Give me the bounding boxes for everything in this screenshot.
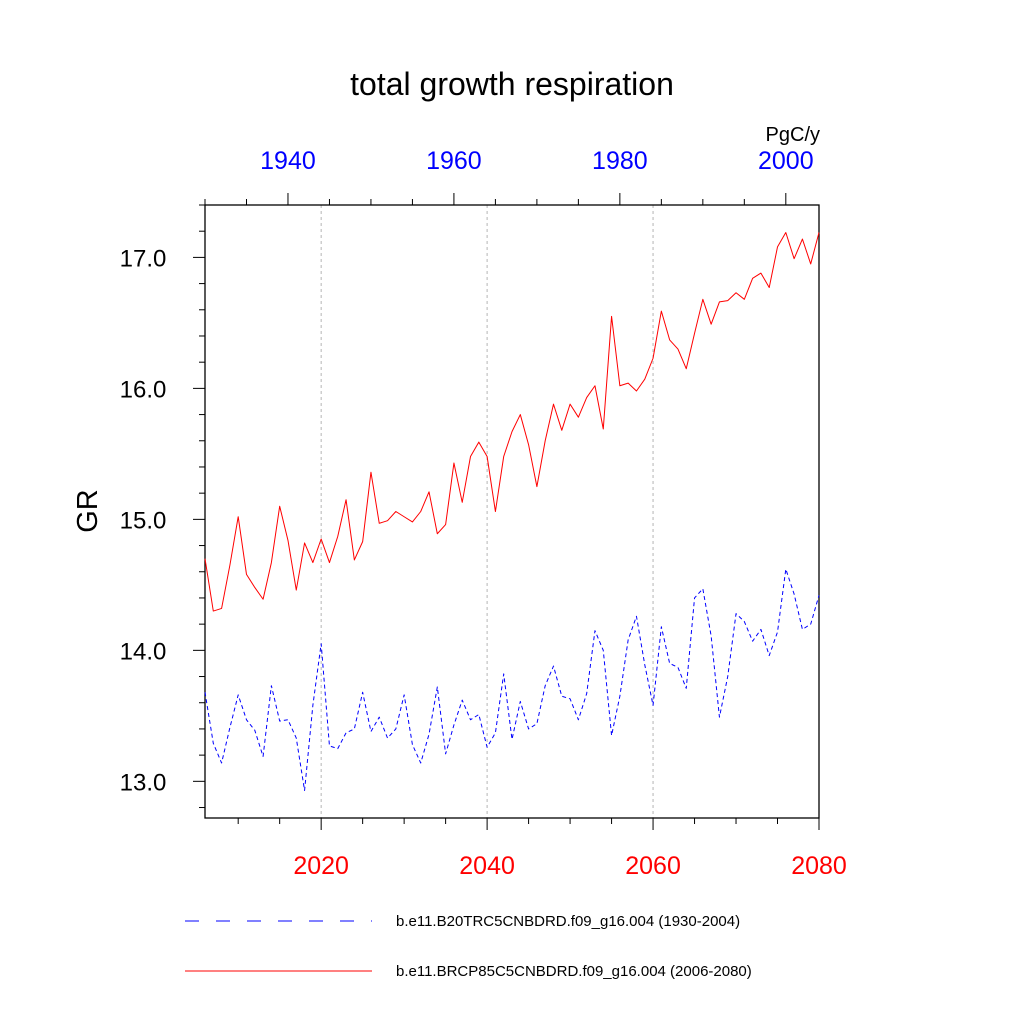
tick-labels: 13.0 14.0 15.0 16.0 17.0 2020 2040 2060 2080 1940… xyxy=(120,147,847,880)
legend: b.e11.B20TRC5CNBDRD.f09_g16.004 (1930-20… xyxy=(185,913,752,980)
bottom-tick-label: 2040 xyxy=(459,852,515,880)
chart-title: total growth respiration xyxy=(350,66,674,102)
y-tick-label: 13.0 xyxy=(120,769,167,796)
top-tick-label: 1980 xyxy=(592,147,648,175)
series-line-historical xyxy=(204,568,820,791)
y-tick-label: 17.0 xyxy=(120,245,167,272)
legend-label-rcp85: b.e11.BRCP85C5CNBDRD.f09_g16.004 (2006-2… xyxy=(396,963,752,980)
y-tick-label: 16.0 xyxy=(120,376,167,403)
plot-frame xyxy=(204,204,820,819)
y-tick-label: 15.0 xyxy=(120,507,167,534)
units-label: PgC/y xyxy=(766,124,820,146)
top-tick-label: 1960 xyxy=(426,147,482,175)
series-lines xyxy=(204,232,820,791)
y-axis-label: GR xyxy=(72,489,104,533)
bottom-tick-label: 2020 xyxy=(293,852,349,880)
grid-lines xyxy=(320,205,654,818)
y-tick-label: 14.0 xyxy=(120,638,167,665)
axes xyxy=(193,193,820,830)
top-tick-label: 2000 xyxy=(758,147,814,175)
bottom-tick-label: 2060 xyxy=(625,852,681,880)
series-line-rcp85 xyxy=(204,232,820,612)
legend-label-historical: b.e11.B20TRC5CNBDRD.f09_g16.004 (1930-20… xyxy=(396,913,740,930)
top-tick-label: 1940 xyxy=(260,147,316,175)
bottom-tick-label: 2080 xyxy=(791,852,847,880)
